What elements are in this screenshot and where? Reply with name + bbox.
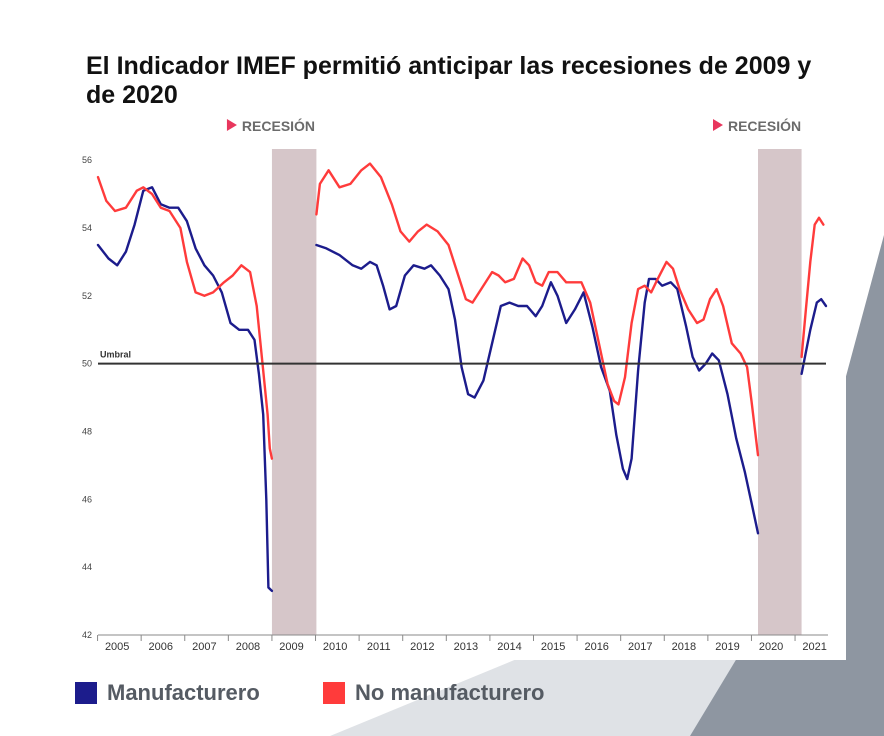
x-tick-label: 2021 <box>802 641 826 653</box>
x-tick-label: 2020 <box>759 641 783 653</box>
legend-swatch-no-manufacturero <box>323 682 345 704</box>
legend-item-no-manufacturero: No manufacturero <box>323 680 544 706</box>
chart-panel <box>90 140 846 660</box>
x-tick-label: 2015 <box>541 641 565 653</box>
y-tick-label: 42 <box>82 630 92 640</box>
x-tick-label: 2013 <box>454 641 478 653</box>
x-tick-label: 2014 <box>497 641 521 653</box>
x-tick-label: 2008 <box>236 641 260 653</box>
y-tick-label: 54 <box>82 223 92 233</box>
axis-labels: RECESIÓN RECESIÓN 42 44 46 48 50 52 54 56 2005 2006… <box>82 117 827 653</box>
x-tick-label: 2010 <box>323 641 347 653</box>
legend-item-manufacturero: Manufacturero <box>75 680 260 706</box>
x-tick-label: 2019 <box>715 641 739 653</box>
x-tick-label: 2009 <box>279 641 303 653</box>
y-tick-label: 56 <box>82 155 92 165</box>
x-tick-label: 2011 <box>367 641 391 653</box>
x-tick-label: 2018 <box>672 641 696 653</box>
series-line <box>800 298 828 375</box>
x-tick-label: 2005 <box>105 641 129 653</box>
series-lines <box>96 162 828 593</box>
x-tick-label: 2006 <box>149 641 173 653</box>
recession-label: RECESIÓN <box>728 117 801 134</box>
series-line <box>96 175 274 460</box>
axes <box>97 634 828 641</box>
series-line <box>800 216 825 359</box>
legend-label-manufacturero: Manufacturero <box>107 680 260 705</box>
recession-band <box>757 149 802 635</box>
chart-title: El Indicador IMEF permitió anticipar las… <box>86 52 812 109</box>
x-tick-label: 2016 <box>584 641 608 653</box>
recession-bands <box>271 149 802 635</box>
y-tick-label: 52 <box>82 291 92 301</box>
series-line <box>315 162 760 457</box>
x-tick-label: 2017 <box>628 641 652 653</box>
x-tick-label: 2007 <box>192 641 216 653</box>
decorative-background <box>90 140 884 736</box>
recession-label: RECESIÓN <box>242 117 315 134</box>
recession-band <box>271 149 317 635</box>
legend-label-no-manufacturero: No manufacturero <box>355 680 545 705</box>
recession-marker-icon <box>226 119 237 131</box>
threshold-label: Umbral <box>100 350 131 360</box>
x-tick-label: 2012 <box>410 641 434 653</box>
legend-swatch-manufacturero <box>75 682 97 704</box>
y-tick-label: 46 <box>82 494 92 504</box>
recession-marker-icon <box>712 119 723 131</box>
y-tick-label: 50 <box>82 359 92 369</box>
series-line <box>315 243 760 535</box>
y-tick-label: 44 <box>82 562 92 572</box>
y-tick-label: 48 <box>82 427 92 437</box>
series-line <box>96 186 274 593</box>
